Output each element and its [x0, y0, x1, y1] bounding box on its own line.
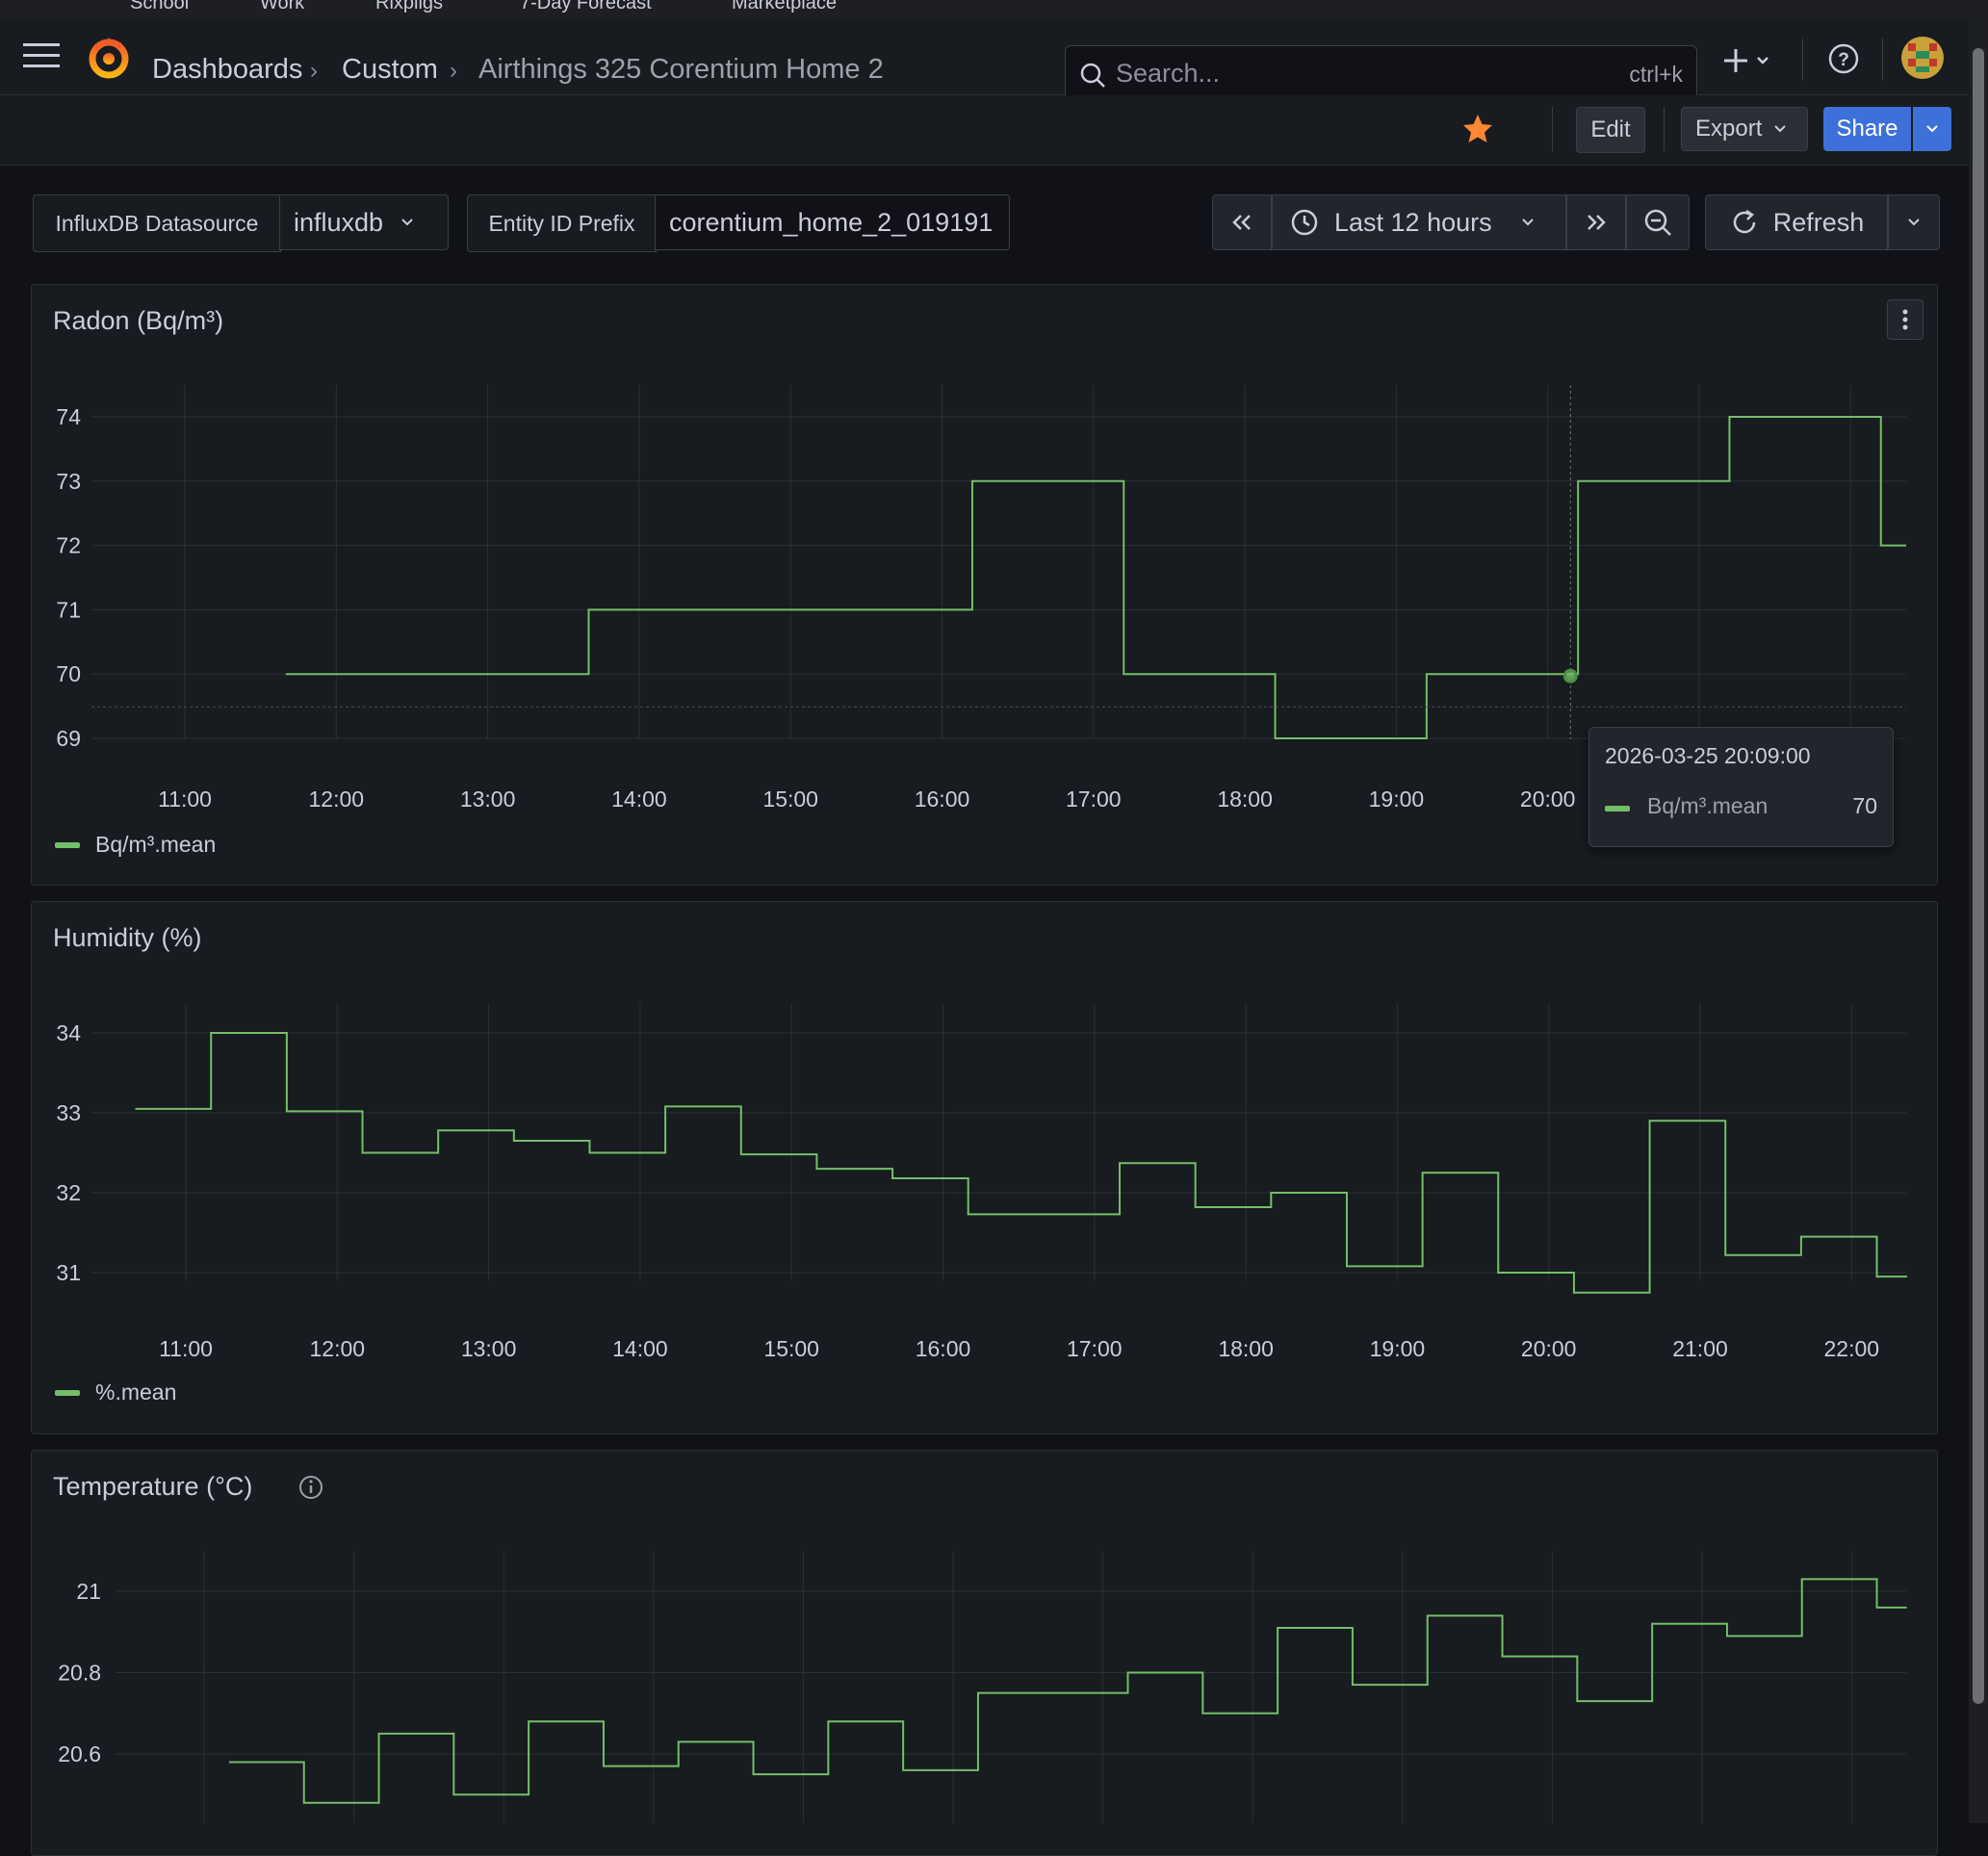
y-tick-label: 21: [76, 1579, 101, 1604]
series-line: [229, 1579, 1907, 1802]
scrollbar-thumb[interactable]: [1973, 48, 1984, 1704]
y-tick-label: 20.8: [58, 1661, 101, 1686]
y-tick-label: 20.6: [58, 1741, 101, 1766]
temperature-chart[interactable]: 20.6 20.8 21: [0, 0, 1969, 1823]
